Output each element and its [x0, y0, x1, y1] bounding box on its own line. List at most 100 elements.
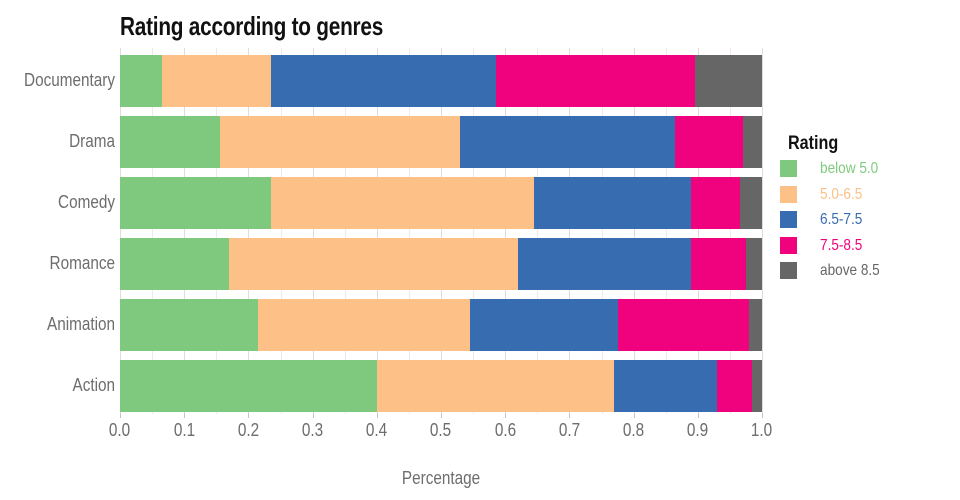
bar-segment-animation-7.5-8.5 — [617, 299, 750, 351]
bar-segment-action-below-5.0 — [120, 360, 377, 412]
category-label-action: Action — [72, 375, 115, 395]
x-tick-label-0.2: 0.2 — [237, 420, 260, 440]
bar-segment-romance-above-8.5 — [745, 238, 762, 290]
x-tick-mark — [184, 413, 186, 418]
gridline — [762, 48, 763, 414]
x-tick-mark — [569, 413, 571, 418]
legend-label: below 5.0 — [820, 160, 879, 177]
bar-segment-action-7.5-8.5 — [717, 360, 753, 412]
bar-segment-drama-above-8.5 — [742, 116, 762, 168]
bar-segment-action-6.5-7.5 — [614, 360, 718, 412]
bar-row-romance — [120, 238, 762, 290]
gridline — [473, 48, 475, 414]
gridline — [312, 48, 314, 414]
x-tick-mark — [312, 413, 314, 418]
category-label-drama: Drama — [69, 131, 115, 151]
bar-segment-documentary-above-8.5 — [694, 55, 762, 107]
bar-row-documentary — [120, 55, 762, 107]
gridline — [184, 48, 186, 414]
bar-segment-comedy-7.5-8.5 — [691, 177, 740, 229]
x-tick-mark — [248, 413, 250, 418]
gridline — [569, 48, 571, 414]
gridline — [376, 48, 378, 414]
bar-segment-comedy-above-8.5 — [739, 177, 762, 229]
gridline — [633, 48, 635, 414]
x-tick-label-0.9: 0.9 — [687, 420, 709, 440]
bar-row-animation — [120, 299, 762, 351]
gridline — [537, 48, 539, 414]
gridline — [152, 48, 154, 414]
x-tick-label-0.1: 0.1 — [173, 420, 195, 440]
x-tick-mark — [376, 413, 378, 418]
bar-segment-romance-below-5.0 — [120, 238, 230, 290]
x-tick-label-0.0: 0.0 — [109, 420, 131, 440]
x-tick-mark — [697, 413, 699, 418]
gridline — [441, 48, 442, 414]
bar-segment-comedy-below-5.0 — [120, 177, 271, 229]
x-tick-label-0.7: 0.7 — [558, 420, 581, 440]
x-tick-label-0.4: 0.4 — [366, 420, 388, 440]
legend-label: above 8.5 — [820, 262, 880, 279]
bar-row-drama — [120, 116, 762, 168]
bar-segment-romance-5.0-6.5 — [229, 238, 519, 290]
legend: Rating below 5.0 5.0-6.5 6.5-7.5 7.5-8.5 abo… — [780, 133, 880, 279]
x-axis-title: Percentage — [401, 468, 481, 488]
bar-segment-drama-6.5-7.5 — [460, 116, 676, 168]
bar-segment-action-above-8.5 — [752, 360, 762, 412]
gridline — [665, 48, 667, 414]
x-tick-mark — [120, 413, 121, 418]
category-label-documentary: Documentary — [24, 70, 115, 90]
bar-row-action — [120, 360, 762, 412]
x-tick-label-0.3: 0.3 — [301, 420, 324, 440]
x-tick-label-0.6: 0.6 — [494, 420, 516, 440]
legend-title: Rating — [788, 133, 839, 154]
x-tick-label-0.8: 0.8 — [622, 420, 645, 440]
gridline — [344, 48, 346, 414]
category-label-comedy: Comedy — [58, 192, 115, 212]
legend-swatch-icon — [780, 160, 797, 177]
bar-segment-comedy-6.5-7.5 — [534, 177, 692, 229]
legend-swatch-icon — [780, 236, 797, 254]
bar-segment-drama-7.5-8.5 — [675, 116, 743, 168]
gridline — [697, 48, 699, 414]
gridline — [729, 48, 731, 414]
gridline — [216, 48, 218, 414]
gridline — [120, 48, 121, 414]
legend-swatch-icon — [780, 211, 797, 228]
bar-segment-comedy-5.0-6.5 — [270, 177, 535, 229]
x-tick-mark — [762, 413, 763, 418]
bar-segment-romance-7.5-8.5 — [691, 238, 746, 290]
bar-segment-animation-below-5.0 — [120, 299, 259, 351]
bar-segment-action-5.0-6.5 — [376, 360, 615, 412]
gridline — [601, 48, 603, 414]
x-tick-mark — [505, 413, 507, 418]
x-tick-mark — [441, 413, 442, 418]
category-label-animation: Animation — [46, 314, 115, 334]
legend-label: 6.5-7.5 — [820, 211, 863, 228]
legend-label: 5.0-6.5 — [820, 185, 863, 203]
legend-swatch-icon — [780, 185, 797, 203]
bar-segment-documentary-6.5-7.5 — [270, 55, 496, 107]
bar-segment-animation-above-8.5 — [749, 299, 762, 351]
bar-segment-drama-below-5.0 — [120, 116, 220, 168]
gridline — [408, 48, 410, 414]
x-tick-label-0.5: 0.5 — [430, 420, 452, 440]
gridline — [280, 48, 282, 414]
bar-segment-animation-5.0-6.5 — [258, 299, 470, 351]
x-tick-mark — [633, 413, 635, 418]
bar-segment-documentary-below-5.0 — [120, 55, 162, 107]
bar-segment-animation-6.5-7.5 — [469, 299, 618, 351]
gridline — [248, 48, 250, 414]
gridline — [505, 48, 507, 414]
category-label-romance: Romance — [49, 253, 115, 273]
bar-segment-romance-6.5-7.5 — [518, 238, 692, 290]
bar-segment-drama-5.0-6.5 — [219, 116, 461, 168]
bar-segment-documentary-5.0-6.5 — [161, 55, 271, 107]
chart-title: Rating according to genres — [120, 11, 384, 41]
legend-label: 7.5-8.5 — [820, 236, 863, 254]
bar-row-comedy — [120, 177, 762, 229]
x-tick-label-1.0: 1.0 — [751, 420, 773, 440]
legend-swatch-icon — [780, 262, 797, 279]
bar-segment-documentary-7.5-8.5 — [495, 55, 695, 107]
